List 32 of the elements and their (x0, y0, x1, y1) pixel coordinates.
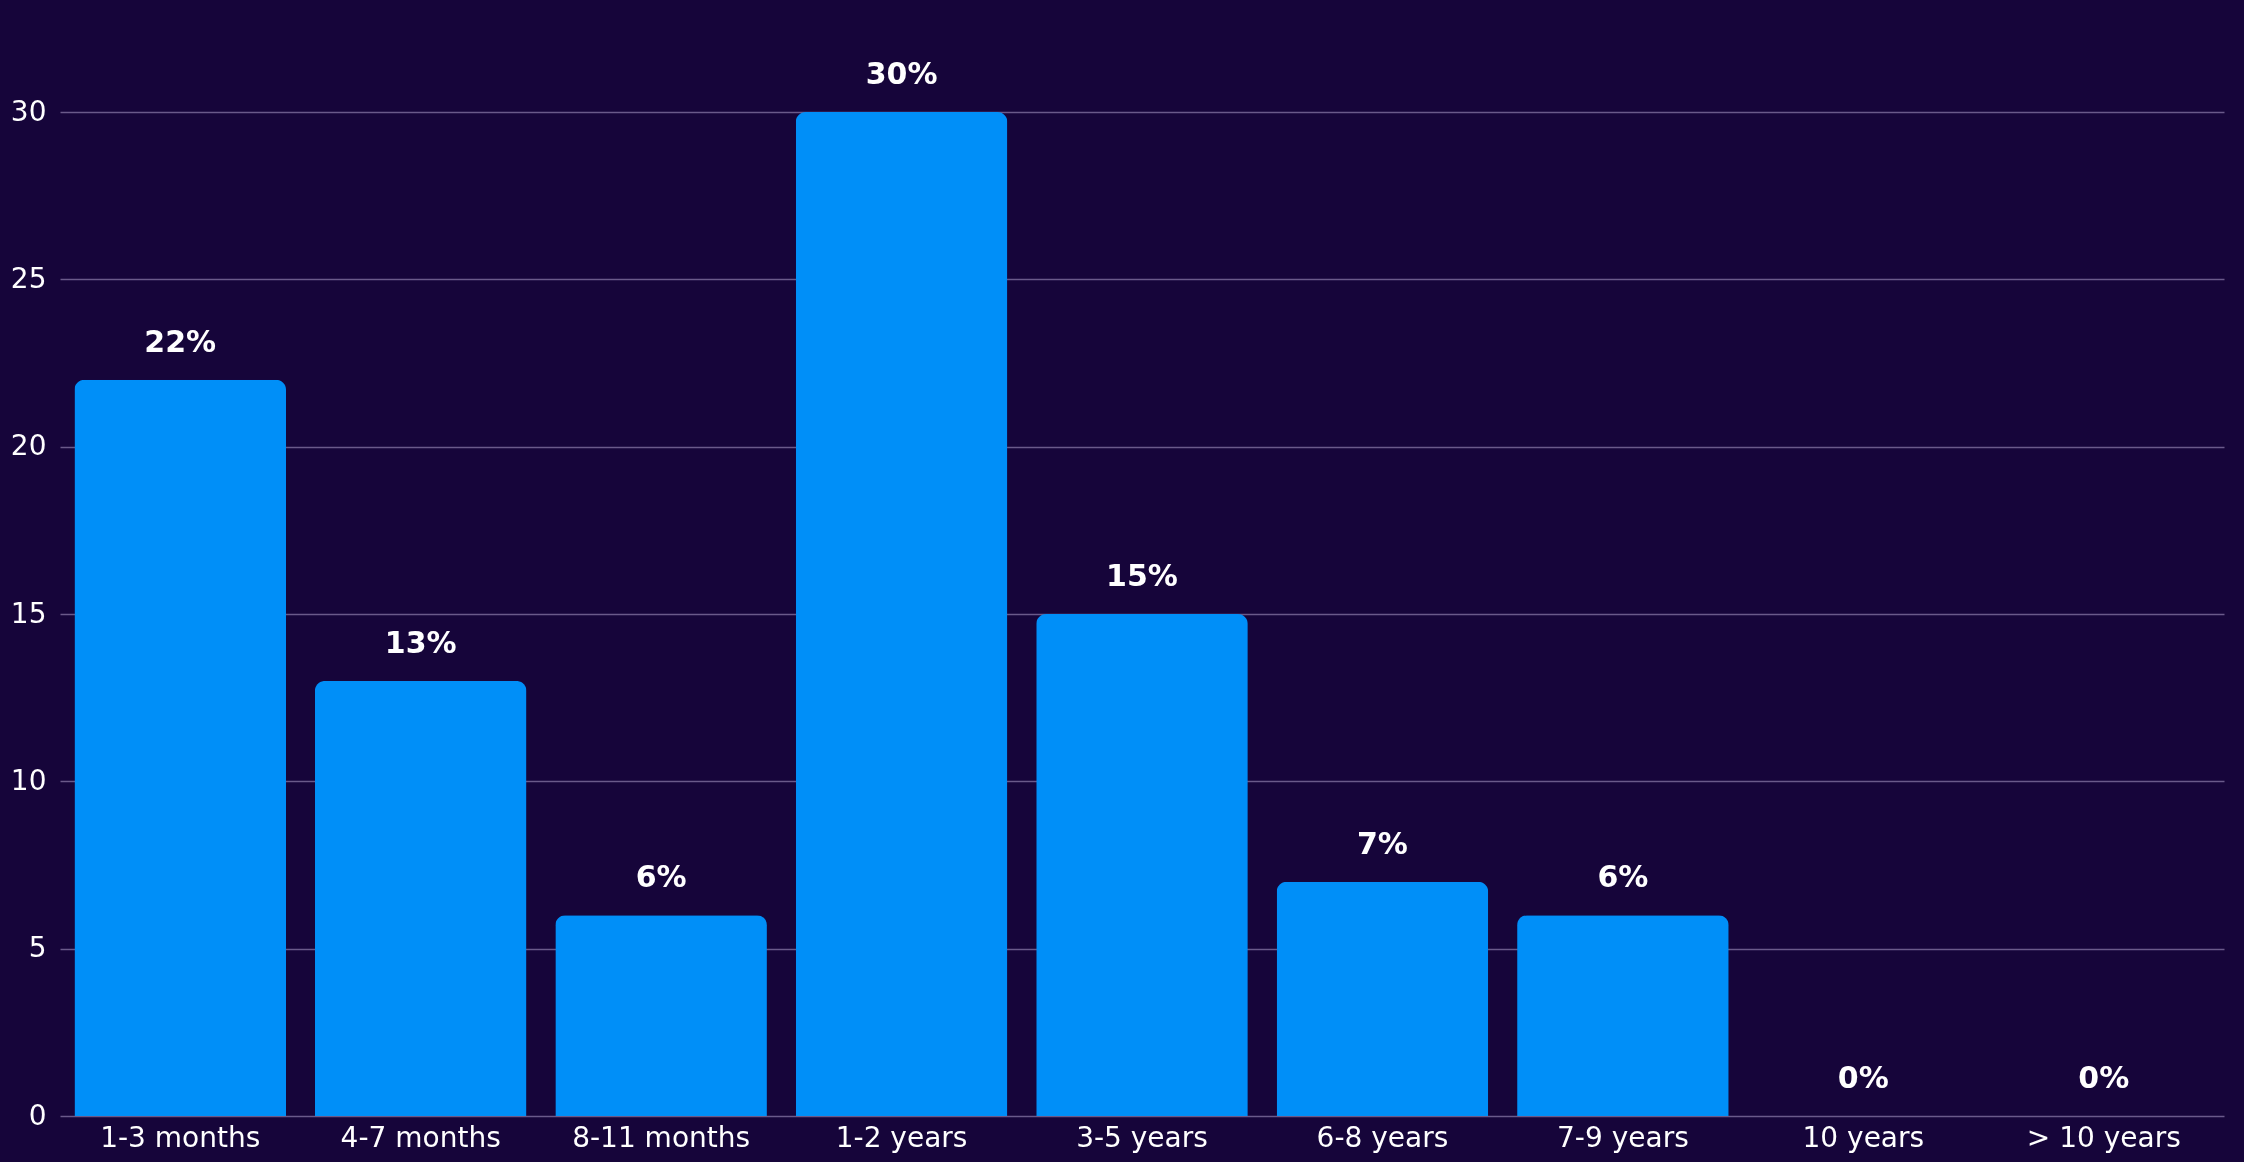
y-tick-label: 25 (10, 261, 47, 295)
bar (795, 112, 1008, 1116)
x-tick-label: 1-2 years (835, 1120, 968, 1154)
bar (555, 915, 767, 1116)
y-tick-label: 5 (28, 931, 47, 965)
data-label: 0% (1837, 1060, 1889, 1095)
data-label: 7% (1356, 825, 1408, 861)
x-tick-label: 8-11 months (572, 1120, 751, 1154)
y-tick-label: 10 (10, 763, 47, 797)
x-tick-label: 4-7 months (340, 1120, 501, 1154)
bar (314, 680, 527, 1116)
data-label: 6% (1597, 859, 1649, 895)
data-label: 15% (1106, 558, 1178, 593)
y-tick-label: 30 (10, 94, 47, 128)
data-label: 22% (144, 323, 217, 359)
x-tick-label: 3-5 years (1076, 1120, 1208, 1154)
x-tick-label: 7-9 years (1557, 1120, 1689, 1154)
x-tick-label: 6-8 years (1316, 1120, 1449, 1154)
data-label: 13% (384, 624, 457, 660)
bar (1517, 915, 1729, 1116)
y-tick-label: 15 (10, 596, 47, 630)
bar (1276, 881, 1489, 1116)
x-tick-label: > 10 years (2026, 1120, 2181, 1154)
x-tick-label: 10 years (1802, 1120, 1925, 1154)
x-tick-label: 1-3 months (100, 1120, 261, 1154)
bar (1036, 614, 1248, 1116)
bar (74, 379, 287, 1116)
y-tick-label: 20 (10, 429, 47, 463)
y-tick-label: 0 (28, 1098, 47, 1132)
data-label: 6% (635, 859, 687, 895)
data-label: 0% (2078, 1060, 2130, 1095)
data-label: 30% (865, 56, 938, 91)
